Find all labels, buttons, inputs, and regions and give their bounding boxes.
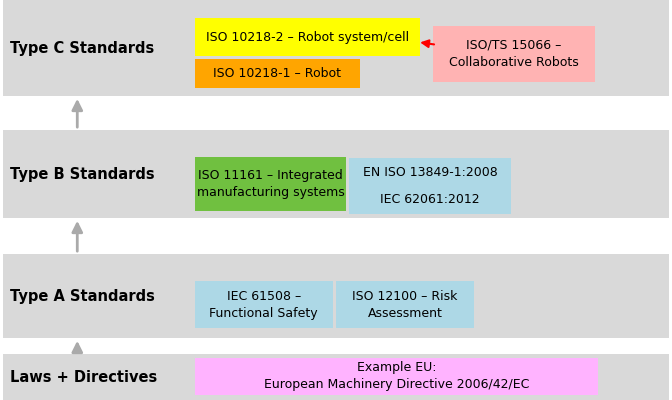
FancyBboxPatch shape: [3, 354, 669, 400]
FancyBboxPatch shape: [3, 0, 669, 96]
FancyBboxPatch shape: [195, 18, 420, 56]
Text: ISO 10218-1 – Robot: ISO 10218-1 – Robot: [213, 67, 341, 80]
Text: ISO/TS 15066 –
Collaborative Robots: ISO/TS 15066 – Collaborative Robots: [449, 39, 579, 69]
Text: IEC 62061:2012: IEC 62061:2012: [380, 193, 480, 206]
Text: ISO 12100 – Risk
Assessment: ISO 12100 – Risk Assessment: [352, 290, 458, 320]
Text: Type B Standards: Type B Standards: [10, 166, 155, 182]
Text: EN ISO 13849-1:2008: EN ISO 13849-1:2008: [363, 166, 497, 180]
FancyBboxPatch shape: [3, 254, 669, 338]
FancyBboxPatch shape: [336, 281, 474, 328]
Text: Type A Standards: Type A Standards: [10, 288, 155, 304]
Text: ISO 11161 – Integrated
manufacturing systems: ISO 11161 – Integrated manufacturing sys…: [197, 169, 344, 199]
Text: Example EU:
European Machinery Directive 2006/42/EC: Example EU: European Machinery Directive…: [264, 362, 529, 391]
Text: Type C Standards: Type C Standards: [10, 40, 155, 56]
FancyBboxPatch shape: [349, 158, 511, 188]
FancyBboxPatch shape: [433, 26, 595, 82]
FancyBboxPatch shape: [349, 185, 511, 214]
Text: ISO 10218-2 – Robot system/cell: ISO 10218-2 – Robot system/cell: [206, 30, 409, 44]
FancyBboxPatch shape: [195, 157, 346, 211]
FancyBboxPatch shape: [3, 130, 669, 218]
FancyBboxPatch shape: [195, 281, 333, 328]
FancyBboxPatch shape: [195, 358, 598, 395]
Text: IEC 61508 –
Functional Safety: IEC 61508 – Functional Safety: [210, 290, 318, 320]
Text: Laws + Directives: Laws + Directives: [10, 370, 157, 385]
FancyBboxPatch shape: [195, 59, 360, 88]
